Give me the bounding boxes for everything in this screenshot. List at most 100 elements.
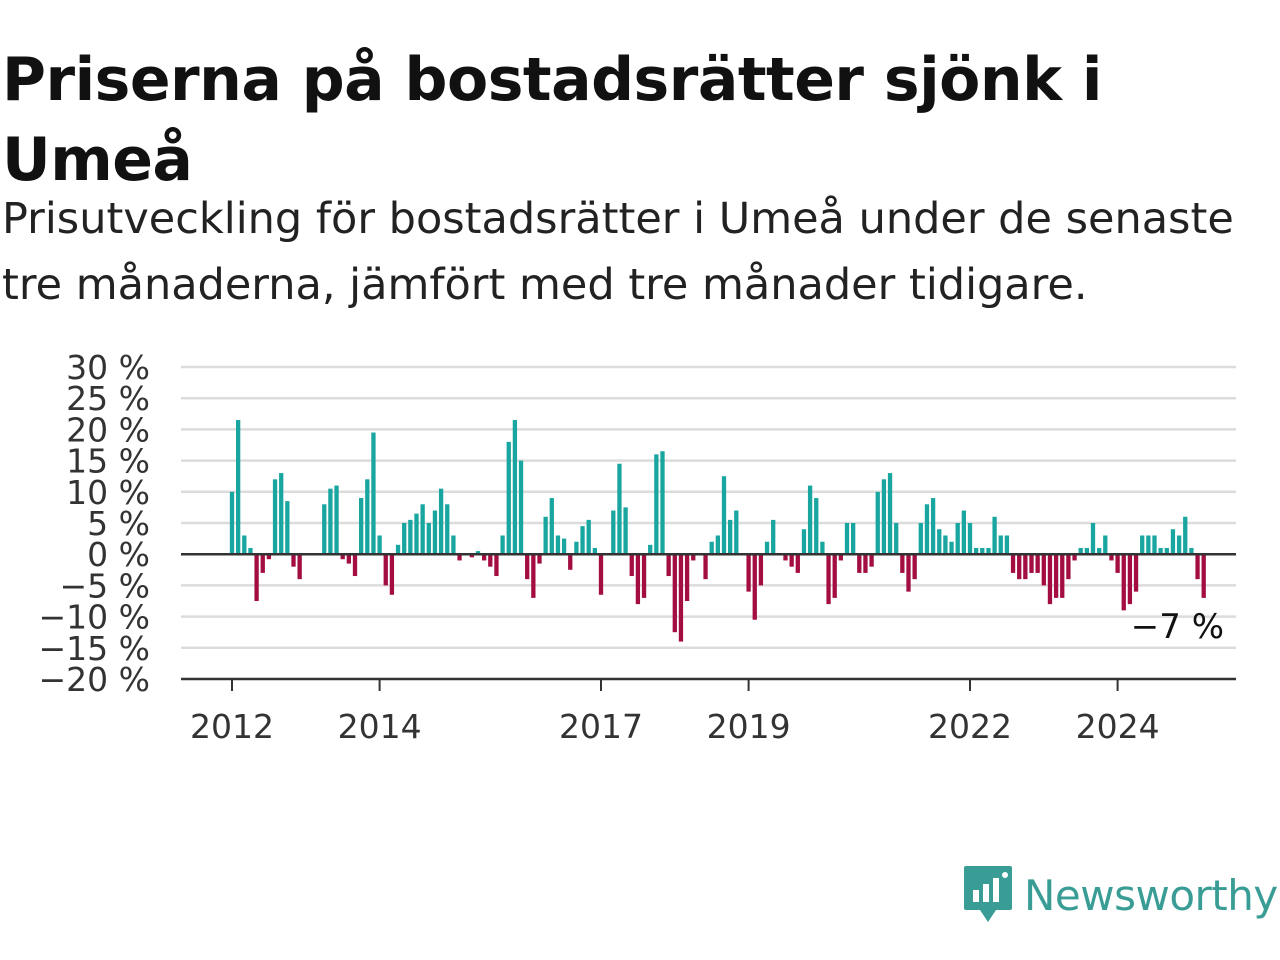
bar: [494, 554, 499, 577]
bar: [1201, 554, 1206, 598]
bar: [617, 463, 622, 555]
bar: [506, 441, 511, 555]
bar: [851, 523, 856, 555]
bar: [475, 551, 481, 555]
bar: [783, 554, 788, 561]
bar: [721, 476, 727, 555]
bar: [844, 523, 850, 555]
bar: [1041, 554, 1046, 586]
bar: [1189, 547, 1194, 555]
bar: [1053, 554, 1059, 598]
bar: [832, 554, 837, 598]
bar: [389, 554, 395, 595]
bar: [383, 554, 388, 586]
bar: [1140, 535, 1145, 555]
bar: [371, 432, 376, 555]
y-tick-label: −15 %: [39, 629, 151, 668]
bar: [272, 479, 278, 555]
y-tick-label: 15 %: [66, 442, 150, 481]
bar: [980, 547, 985, 555]
bar: [986, 547, 991, 555]
bar: [488, 554, 493, 567]
bar: [254, 554, 259, 601]
bar: [764, 541, 770, 555]
axes: [181, 552, 1236, 681]
bar: [943, 535, 948, 555]
bar: [629, 554, 634, 577]
bar: [518, 460, 524, 555]
bar: [801, 529, 807, 555]
bar: [752, 554, 757, 620]
newsworthy-logo[interactable]: Newsworthy: [962, 864, 1278, 926]
bar: [887, 473, 893, 555]
bar: [340, 554, 345, 560]
bar: [1004, 535, 1010, 555]
y-tick-label: 10 %: [66, 473, 150, 512]
gridlines: [181, 365, 1236, 650]
bar: [771, 519, 776, 555]
bar: [242, 535, 247, 555]
bar: [635, 554, 641, 605]
bar: [672, 554, 677, 633]
y-tick-label: −10 %: [39, 598, 151, 637]
bar: [648, 544, 653, 555]
bar: [1023, 554, 1028, 580]
bar: [1176, 535, 1182, 555]
bar: [1060, 554, 1065, 598]
bar: [1146, 535, 1151, 555]
bar: [1090, 523, 1096, 555]
bar: [438, 488, 444, 555]
bar: [1084, 547, 1089, 555]
bar: [1109, 554, 1114, 561]
bar: [420, 504, 425, 555]
bar: [531, 554, 536, 598]
bar: [715, 535, 720, 555]
bar: [451, 535, 456, 555]
bar: [457, 554, 462, 561]
bar: [863, 554, 868, 573]
bar: [260, 554, 265, 573]
bar: [1158, 547, 1163, 555]
bar: [758, 554, 764, 586]
y-tick-label: 0 %: [87, 535, 150, 574]
chart-subtitle: Prisutveckling för bostadsrätter i Umeå …: [2, 194, 1234, 310]
y-tick-label: −5 %: [60, 566, 151, 605]
bar: [678, 554, 684, 642]
bar: [974, 547, 979, 555]
bar: [1029, 554, 1034, 573]
bar: [248, 547, 253, 555]
y-tick-label: 30 %: [66, 348, 150, 387]
bar: [709, 541, 714, 555]
bar: [857, 554, 862, 573]
bar: [1127, 554, 1133, 605]
bar: [875, 491, 880, 555]
bar: [328, 488, 333, 555]
x-tick-label: 2019: [707, 707, 791, 746]
bar: [426, 523, 431, 555]
bar: [334, 485, 339, 555]
bar: [580, 526, 585, 555]
x-axis-tick-labels: 2012 2014 2017 2019 2022 2024: [190, 679, 1160, 746]
bar: [592, 547, 597, 555]
x-tick-label: 2022: [928, 707, 1012, 746]
bar: [1170, 529, 1176, 555]
bar: [998, 535, 1003, 555]
bar: [703, 554, 708, 580]
bar: [1047, 554, 1053, 605]
bar: [961, 510, 966, 555]
bar: [346, 554, 351, 564]
bar: [408, 519, 413, 555]
bars: [229, 420, 1206, 642]
bar: [820, 541, 825, 555]
bar: [728, 519, 733, 555]
bar: [906, 554, 911, 592]
bar: [469, 554, 474, 558]
bar: [900, 554, 905, 573]
bar: [365, 479, 370, 555]
bar: [574, 541, 579, 555]
bar: [826, 554, 831, 605]
x-tick-label: 2012: [190, 707, 274, 746]
bar: [814, 498, 819, 555]
bar: [414, 513, 419, 555]
bar: [918, 523, 923, 555]
